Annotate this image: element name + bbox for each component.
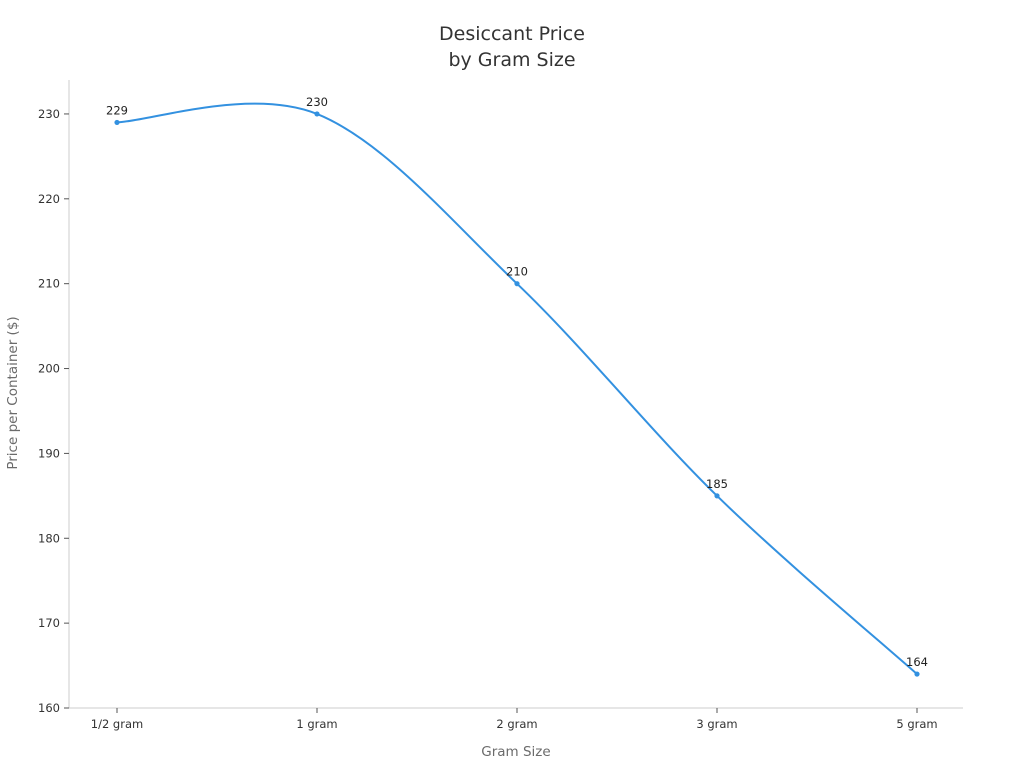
data-label: 210 <box>506 265 528 279</box>
y-tick-label: 230 <box>38 107 60 121</box>
x-tick-label: 1 gram <box>296 717 337 731</box>
x-tick-label: 1/2 gram <box>91 717 143 731</box>
tick-labels: 160 170 180 190 200 210 220 230 1/2 gram 1 gram 2 … <box>38 107 938 731</box>
data-labels: 229 230 210 185 164 <box>106 95 928 669</box>
y-axis-title: Price per Container ($) <box>5 316 21 469</box>
data-label: 229 <box>106 103 128 117</box>
y-tick-label: 200 <box>38 362 60 376</box>
x-tick-label: 3 gram <box>696 717 737 731</box>
series <box>114 102 920 677</box>
data-point <box>314 111 320 117</box>
y-tick-label: 210 <box>38 277 60 291</box>
y-tick-label: 160 <box>38 701 60 715</box>
x-axis-title: Gram Size <box>481 744 550 760</box>
data-point <box>514 281 520 287</box>
data-label: 230 <box>306 95 328 109</box>
y-tick-label: 190 <box>38 446 60 460</box>
chart-title: Desiccant Price by Gram Size <box>439 23 585 71</box>
y-tick-label: 220 <box>38 192 60 206</box>
data-point <box>714 493 720 499</box>
chart-title-line-1: Desiccant Price <box>439 23 585 45</box>
y-tick-label: 180 <box>38 531 60 545</box>
data-point <box>914 671 920 677</box>
data-point <box>114 119 120 126</box>
data-label: 164 <box>906 655 928 669</box>
axes <box>68 80 963 709</box>
series-line <box>116 102 918 675</box>
chart-title-line-2: by Gram Size <box>448 49 575 71</box>
x-tick-label: 5 gram <box>896 717 937 731</box>
y-tick-label: 170 <box>38 616 60 630</box>
data-label: 185 <box>706 477 728 491</box>
x-tick-label: 2 gram <box>496 717 537 731</box>
